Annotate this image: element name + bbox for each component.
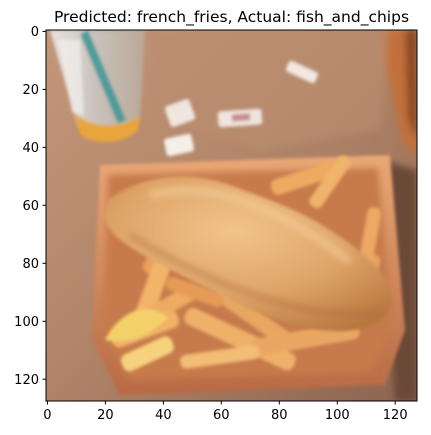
x-tick: 80: [271, 401, 288, 423]
y-tick-label: 60: [22, 199, 39, 214]
y-tick-label: 100: [14, 315, 39, 330]
food-photo: [46, 30, 417, 401]
x-tick-label: 120: [383, 408, 408, 423]
x-tick-label: 60: [213, 408, 230, 423]
x-tick: 120: [383, 401, 408, 423]
y-tick-label: 80: [22, 257, 39, 272]
y-tick: 120: [14, 373, 46, 388]
sauce-packets: [163, 60, 319, 157]
y-axis: 0 20 40 60 80 100 120: [14, 25, 46, 388]
y-tick-label: 120: [14, 373, 39, 388]
x-tick-label: 80: [271, 408, 288, 423]
x-tick: 0: [43, 401, 52, 423]
x-tick: 60: [213, 401, 230, 423]
x-axis: 0 20 40 60 80 100 120: [43, 401, 408, 423]
y-tick-label: 0: [31, 25, 39, 40]
x-tick: 20: [97, 401, 114, 423]
axes-frame: [45, 29, 418, 402]
y-tick-label: 40: [22, 141, 39, 156]
y-tick: 20: [22, 83, 46, 98]
y-tick: 100: [14, 315, 46, 330]
background-plate: [150, 30, 417, 401]
battered-fish: [104, 176, 393, 332]
figure-title: Predicted: french_fries, Actual: fish_an…: [54, 8, 409, 27]
y-tick: 80: [22, 257, 46, 272]
y-tick: 60: [22, 199, 46, 214]
x-tick: 100: [325, 401, 350, 423]
x-tick-label: 20: [97, 408, 114, 423]
y-tick: 40: [22, 141, 46, 156]
y-tick: 0: [31, 25, 46, 40]
lemon-wedge: [105, 309, 168, 342]
x-tick-label: 100: [325, 408, 350, 423]
x-tick-label: 0: [43, 408, 51, 423]
drink-cup: [50, 30, 145, 142]
y-tick-label: 20: [22, 83, 39, 98]
x-tick-label: 40: [155, 408, 172, 423]
x-tick: 40: [155, 401, 172, 423]
